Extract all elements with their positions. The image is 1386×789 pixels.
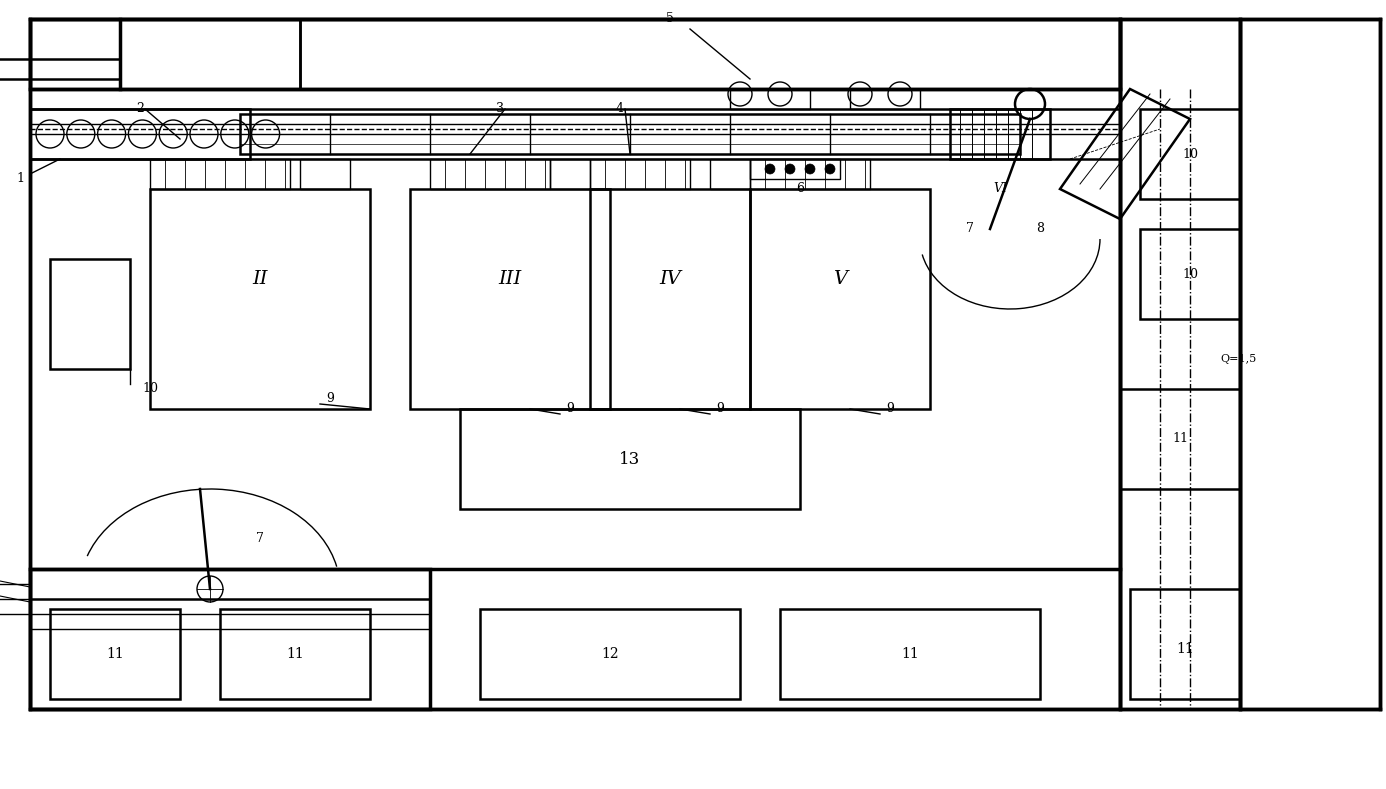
Circle shape [765, 164, 775, 174]
Text: 1: 1 [17, 173, 24, 185]
Circle shape [825, 164, 834, 174]
Bar [750, 189, 930, 409]
Circle shape [805, 164, 815, 174]
Bar [240, 114, 1020, 154]
Bar [480, 609, 740, 699]
Bar [730, 89, 809, 109]
Text: 12: 12 [602, 647, 618, 661]
Bar [220, 609, 370, 699]
Text: III: III [499, 270, 521, 288]
Text: VI: VI [992, 182, 1008, 196]
Bar [150, 159, 290, 189]
Bar [30, 109, 249, 159]
Text: II: II [252, 270, 267, 288]
Text: IV: IV [660, 270, 681, 288]
Bar [1240, 19, 1380, 709]
Text: 11: 11 [1173, 432, 1188, 446]
Bar [50, 609, 180, 699]
Text: 11: 11 [107, 647, 123, 661]
Bar [299, 19, 1120, 89]
Bar [1130, 589, 1240, 699]
Text: 10: 10 [1182, 148, 1198, 160]
Bar [590, 189, 750, 409]
Bar [750, 159, 870, 189]
Text: 11: 11 [901, 647, 919, 661]
Bar [1141, 229, 1240, 319]
Bar [710, 159, 750, 189]
Text: 11: 11 [286, 647, 304, 661]
Bar [121, 19, 299, 89]
Text: 4: 4 [615, 103, 624, 115]
Bar [750, 159, 840, 179]
Bar [30, 19, 1120, 89]
Bar [1120, 389, 1240, 489]
Bar [780, 609, 1040, 699]
Text: V: V [833, 270, 847, 288]
Text: 8: 8 [1035, 222, 1044, 235]
Text: Q=1,5: Q=1,5 [1220, 354, 1256, 364]
Text: 10: 10 [141, 383, 158, 395]
Text: 3: 3 [496, 103, 505, 115]
Circle shape [784, 164, 796, 174]
Text: 10: 10 [1182, 267, 1198, 281]
Bar [299, 159, 351, 189]
Text: 7: 7 [966, 222, 974, 235]
Bar [430, 159, 550, 189]
Text: 9: 9 [565, 402, 574, 416]
Text: 11: 11 [1177, 642, 1193, 656]
Text: 5: 5 [667, 13, 674, 25]
Bar [850, 89, 920, 109]
Bar [949, 109, 1051, 159]
Text: 9: 9 [326, 392, 334, 406]
Text: 2: 2 [136, 103, 144, 115]
Text: 13: 13 [620, 451, 640, 468]
Bar [150, 189, 370, 409]
Bar [50, 259, 130, 369]
Bar [30, 569, 430, 709]
Text: 9: 9 [717, 402, 723, 416]
Bar [1141, 109, 1240, 199]
Bar [590, 159, 690, 189]
Bar [1120, 19, 1240, 709]
Bar [550, 159, 590, 189]
Text: 7: 7 [256, 533, 263, 545]
Bar [410, 189, 610, 409]
Bar [460, 409, 800, 509]
Bar [30, 19, 1120, 709]
Text: 9: 9 [886, 402, 894, 416]
Text: 6: 6 [796, 182, 804, 196]
